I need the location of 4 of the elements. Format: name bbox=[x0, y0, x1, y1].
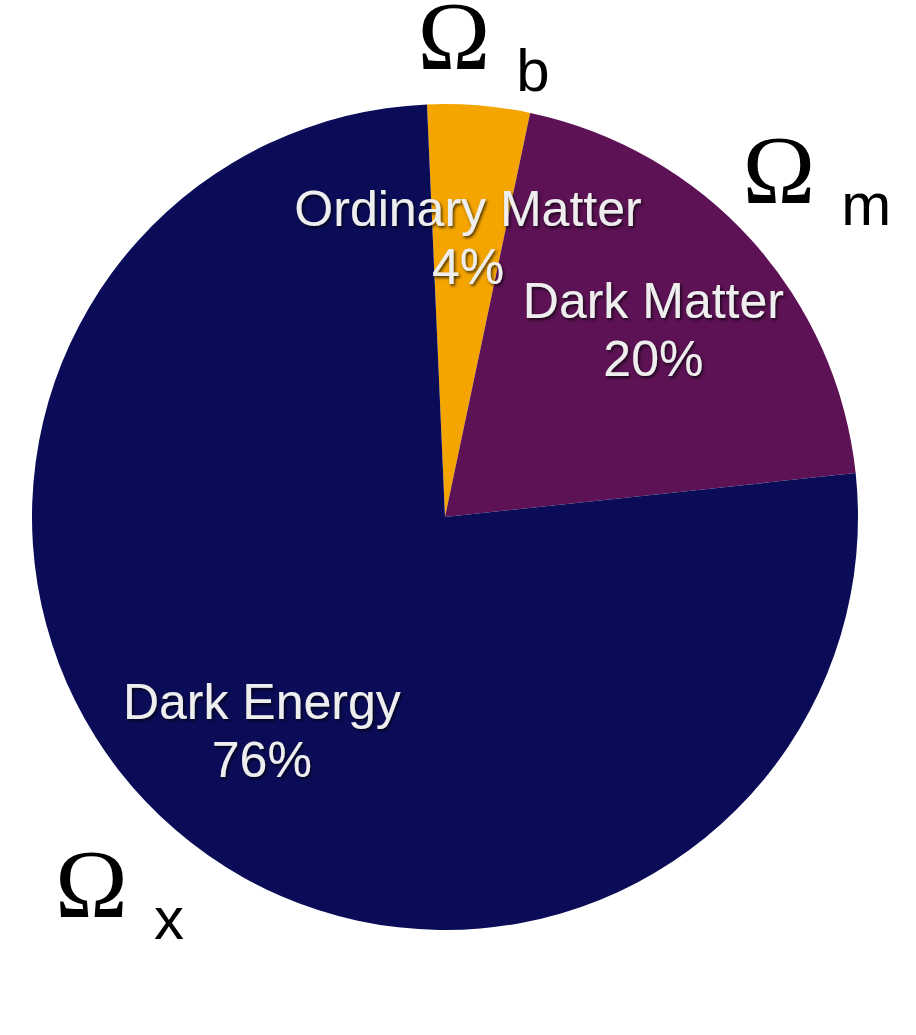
data-label: 76% bbox=[211, 731, 312, 788]
slice-label: Dark Matter bbox=[522, 272, 784, 329]
slice-label: Dark Energy bbox=[122, 673, 401, 730]
data-label: 20% bbox=[603, 330, 704, 387]
